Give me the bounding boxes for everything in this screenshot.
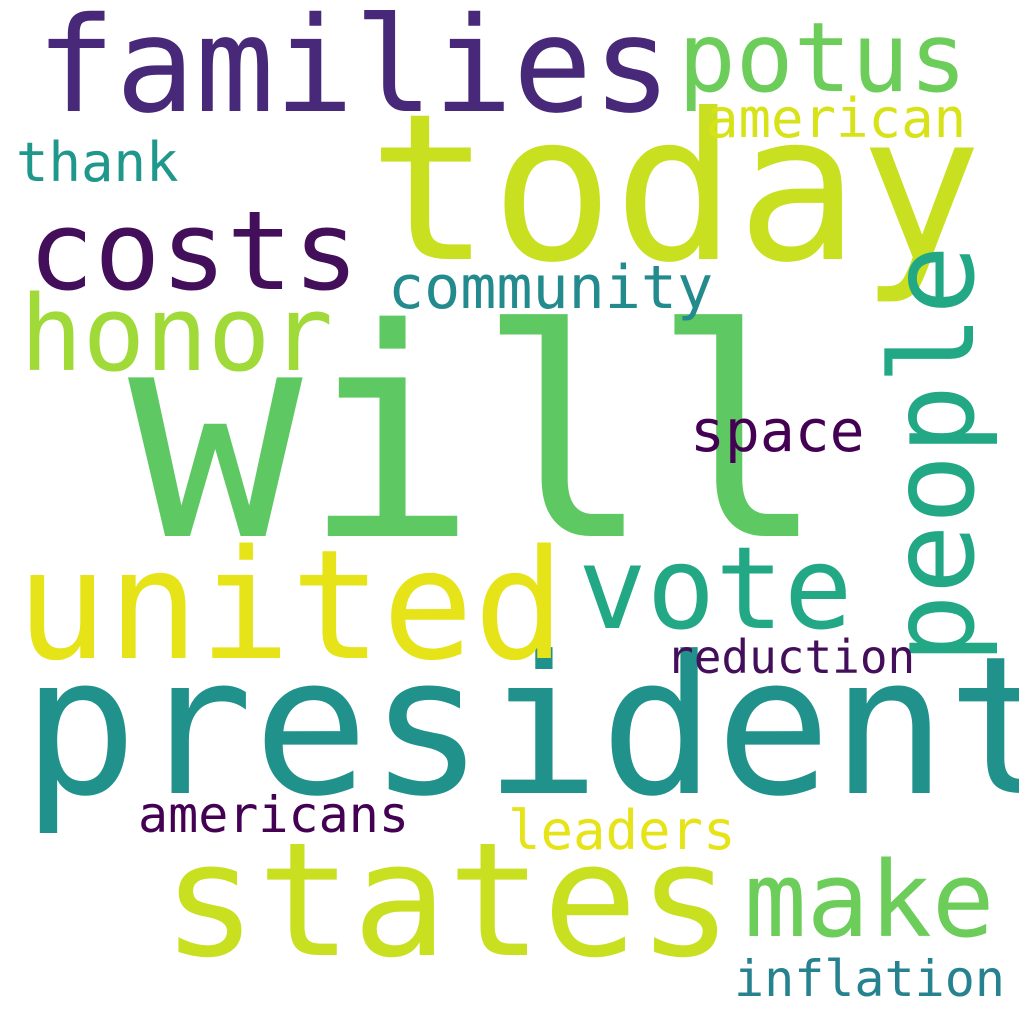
word-make: make — [744, 839, 995, 961]
word-will: will — [128, 268, 827, 605]
word-potus: potus — [678, 2, 967, 114]
word-costs: costs — [28, 187, 360, 315]
word-today: today — [368, 71, 983, 308]
word-people: people — [866, 244, 1001, 664]
word-vote: vote — [578, 522, 853, 655]
word-american: american — [706, 87, 967, 150]
word-reduction: reduction — [666, 630, 916, 684]
word-leaders: leaders — [508, 799, 736, 862]
word-space: space — [690, 397, 865, 465]
word-community: community — [388, 253, 714, 323]
word-americans: americans — [138, 786, 409, 844]
word-president: president — [22, 616, 1019, 839]
word-honor: honor — [20, 273, 334, 395]
word-families: families — [36, 0, 672, 143]
word-united: united — [16, 517, 566, 694]
word-states: states — [162, 809, 733, 993]
word-inflation: inflation — [734, 950, 1005, 1008]
word-thank: thank — [16, 131, 179, 194]
